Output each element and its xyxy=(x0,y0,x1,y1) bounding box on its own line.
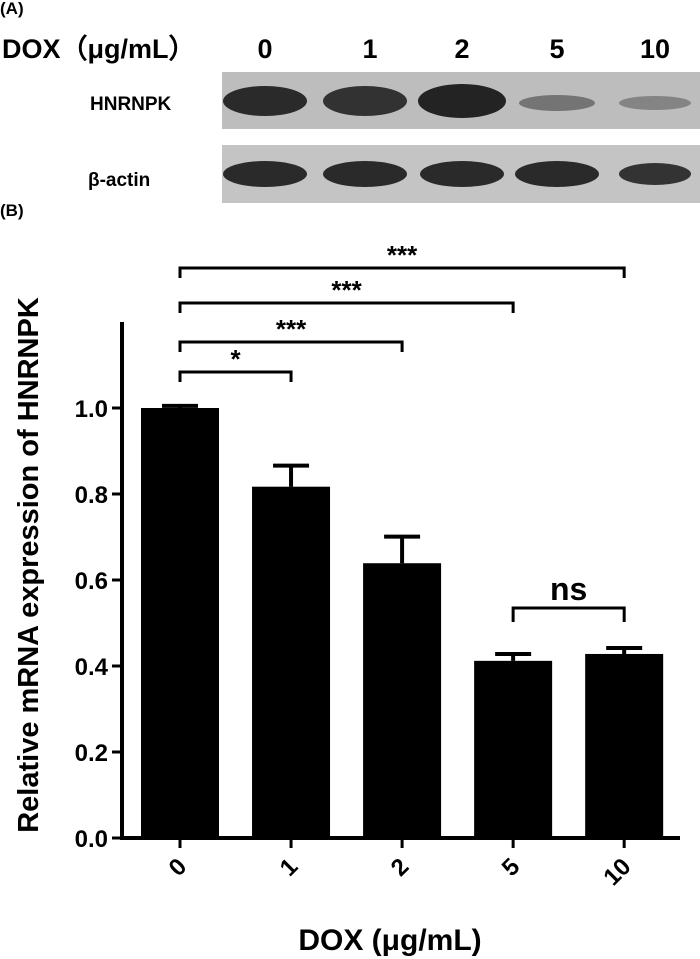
significance-label: * xyxy=(230,344,241,374)
error-bar xyxy=(273,463,310,487)
dose-label: 1 xyxy=(362,34,377,64)
y-tick-label: 0.4 xyxy=(75,654,109,681)
bar xyxy=(585,653,664,838)
dose-title: DOX（μg/mL） xyxy=(2,34,196,64)
error-bar xyxy=(162,403,198,408)
x-tick-label: 2 xyxy=(386,853,415,882)
bar xyxy=(474,660,553,838)
bar xyxy=(252,486,331,838)
blot-row-label: HNRNPK xyxy=(90,94,172,115)
significance-label: ns xyxy=(550,571,587,607)
significance-bracket xyxy=(178,301,515,313)
significance-label: *** xyxy=(276,314,307,344)
bar xyxy=(141,408,219,838)
y-tick-label: 0.6 xyxy=(75,568,108,595)
y-axis-label: Relative mRNA expression of HNRNPK xyxy=(13,297,45,833)
dose-label: 0 xyxy=(257,34,272,64)
x-tick-label: 0 xyxy=(164,853,193,882)
x-axis-label: DOX (μg/mL) xyxy=(298,924,481,957)
panel-label: (A) xyxy=(0,0,24,18)
error-bar xyxy=(606,645,643,654)
blot-bands xyxy=(223,84,691,187)
significance-bracket xyxy=(178,370,293,382)
significance-label: *** xyxy=(331,275,362,305)
y-tick-label: 0.2 xyxy=(75,740,108,767)
dose-label: 5 xyxy=(549,34,564,64)
y-tick-label: 0.8 xyxy=(75,482,108,509)
dose-label: 10 xyxy=(640,34,670,64)
x-tick-label: 10 xyxy=(598,853,636,891)
dose-label: 2 xyxy=(454,34,469,64)
significance-bracket xyxy=(178,340,404,352)
error-bar xyxy=(495,651,532,661)
error-bar xyxy=(384,534,421,564)
significance-bracket xyxy=(511,606,626,622)
blot-row-label: β-actin xyxy=(88,170,150,191)
panel-label: (B) xyxy=(0,201,24,220)
y-tick-label: 1.0 xyxy=(75,396,108,423)
x-tick-label: 1 xyxy=(275,853,304,882)
bar xyxy=(363,563,442,838)
x-tick-label: 5 xyxy=(497,853,526,882)
significance-label: *** xyxy=(387,240,418,270)
y-tick-label: 0.0 xyxy=(75,826,108,853)
significance-bracket xyxy=(178,266,626,278)
